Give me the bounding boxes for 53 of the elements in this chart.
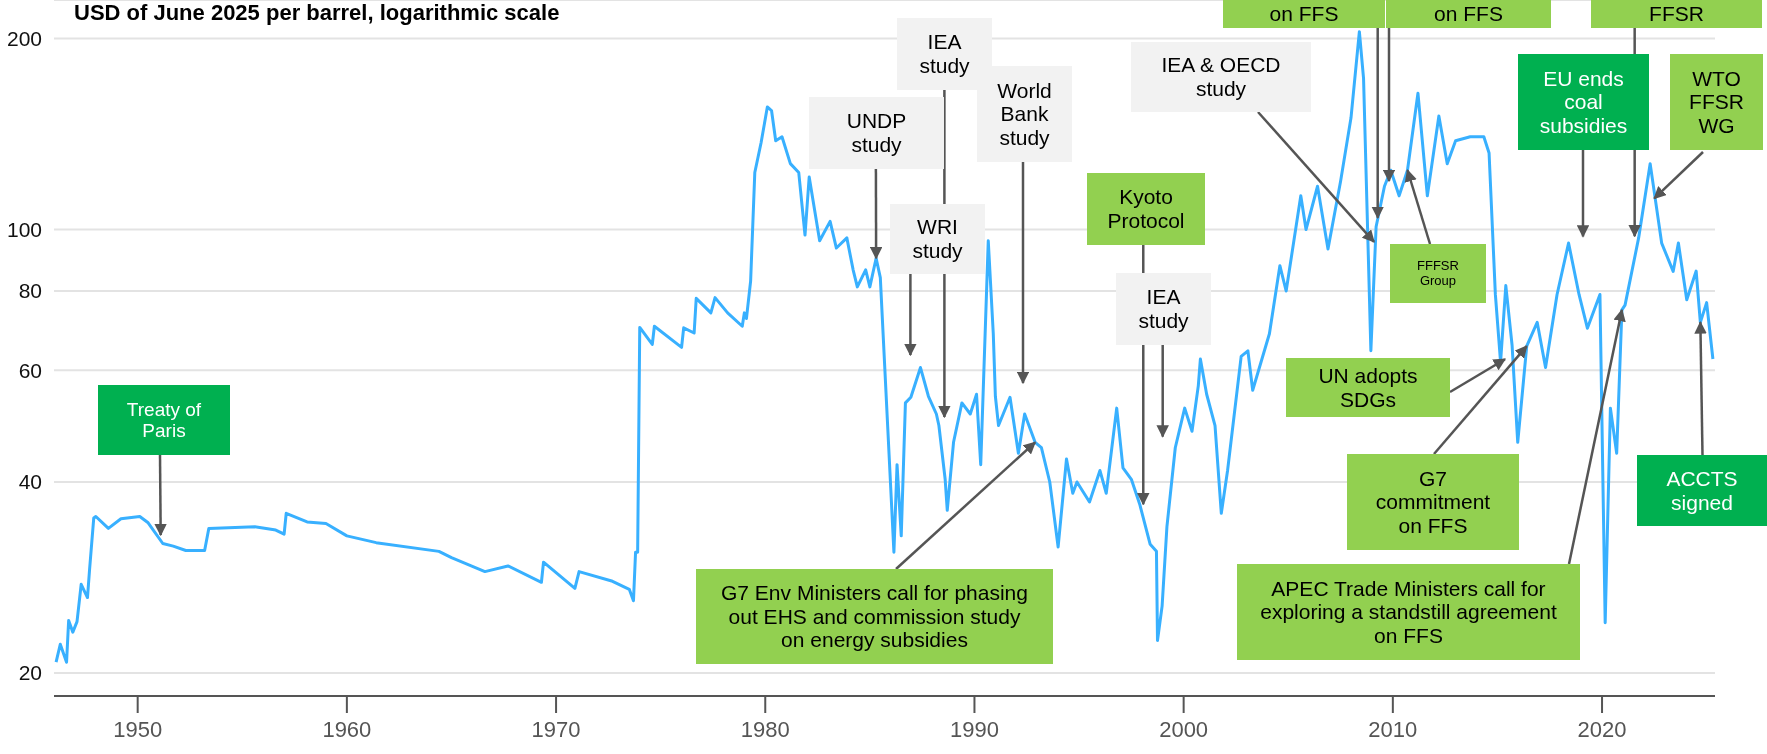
- y-tick-label: 60: [18, 358, 42, 382]
- x-tick-label: 1970: [531, 716, 581, 742]
- y-tick-label: 20: [18, 661, 42, 685]
- note-box: G7 Env Ministers call for phasing out EHS and commission study on energy subsidies: [696, 569, 1053, 664]
- y-axis-title: USD of June 2025 per barrel, logarithmic scale: [74, 0, 560, 26]
- note-box: UNDP study: [809, 97, 944, 169]
- note-box: ACCTS signed: [1637, 455, 1767, 526]
- note-box: on FFS: [1223, 0, 1385, 28]
- x-tick-label: 2020: [1577, 716, 1627, 742]
- annotation: WRI study: [911, 215, 964, 263]
- note-box: on FFS: [1386, 0, 1551, 28]
- annotation: on FFS: [1269, 2, 1339, 26]
- note-box: WRI study: [890, 204, 985, 274]
- note-box: APEC Trade Ministers call for exploring a standstill agreement on FFS: [1237, 564, 1580, 660]
- y-tick-label: 40: [18, 470, 42, 494]
- annotation: FFFSR Group: [1416, 257, 1460, 289]
- y-tick-label: 80: [18, 279, 42, 303]
- annotation: Treaty of Paris: [125, 398, 203, 442]
- annotation: UN adopts SDGs: [1317, 363, 1419, 412]
- note-box: World Bank study: [977, 66, 1072, 162]
- note-box: IEA study: [897, 18, 992, 90]
- note-box: IEA study: [1116, 273, 1211, 345]
- note-box: IEA & OECD study: [1131, 42, 1311, 112]
- annotation: World Bank study: [996, 78, 1053, 150]
- annotation: APEC Trade Ministers call for exploring a standstill agreement on FFS: [1259, 576, 1558, 648]
- note-box: Kyoto Protocol: [1087, 173, 1205, 245]
- note-box: Treaty of Paris: [98, 385, 230, 455]
- note-box: EU ends coal subsidies: [1518, 54, 1649, 150]
- y-tick-label: 100: [6, 217, 42, 241]
- annotation: IEA study: [1137, 285, 1190, 333]
- annotation: UNDP study: [845, 109, 908, 157]
- annotation: FFSR: [1649, 2, 1704, 26]
- annotation: ACCTS signed: [1665, 466, 1739, 515]
- annotation: WTO FFSR WG: [1688, 66, 1745, 138]
- annotation: IEA & OECD study: [1160, 53, 1282, 101]
- x-tick-label: 1960: [322, 716, 372, 742]
- x-tick-label: 2010: [1368, 716, 1418, 742]
- note-box: WTO FFSR WG: [1670, 54, 1763, 150]
- note-box: UN adopts SDGs: [1286, 358, 1450, 417]
- x-tick-label: 1980: [740, 716, 790, 742]
- annotation: IEA study: [918, 30, 971, 78]
- x-tick-label: 1990: [949, 716, 999, 742]
- annotation: Kyoto Protocol: [1106, 185, 1186, 233]
- annotation: G7 commitment on FFS: [1374, 466, 1492, 538]
- y-tick-label: 200: [6, 26, 42, 50]
- x-tick-label: 1950: [113, 716, 163, 742]
- x-tick-label: 2000: [1159, 716, 1209, 742]
- annotation: EU ends coal subsidies: [1538, 66, 1629, 138]
- note-box: FFFSR Group: [1390, 244, 1486, 303]
- note-box: G7 commitment on FFS: [1347, 454, 1519, 550]
- annotation: on FFS: [1434, 2, 1503, 26]
- annotation: G7 Env Ministers call for phasing out EHS and commission study on energy subsidies: [720, 581, 1029, 652]
- note-box: FFSR: [1591, 0, 1762, 28]
